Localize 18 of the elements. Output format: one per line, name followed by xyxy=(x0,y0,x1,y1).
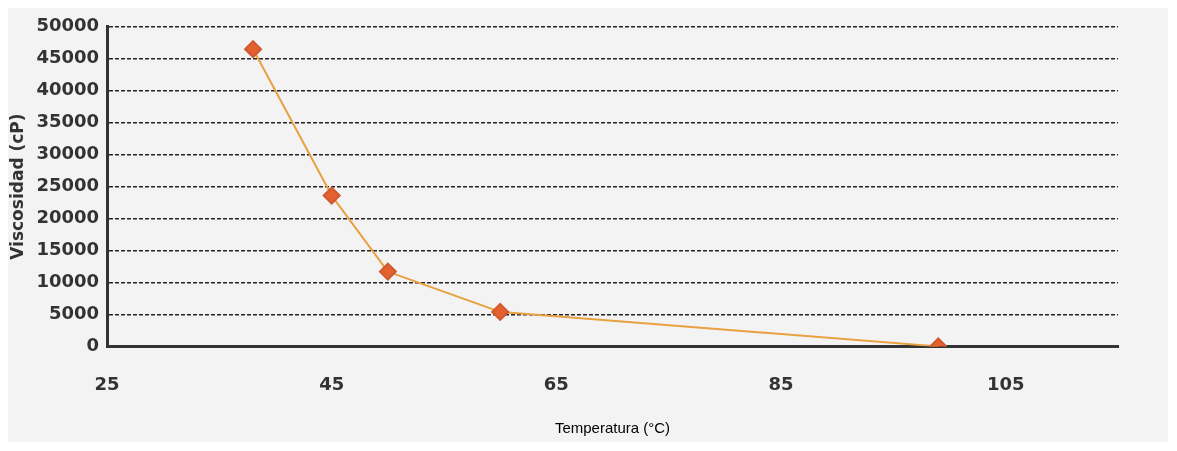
y-tick-label: 0 xyxy=(86,334,100,356)
x-tick-label: 45 xyxy=(319,372,345,394)
y-tick-label: 40000 xyxy=(36,78,100,100)
y-tick-label: 5000 xyxy=(48,302,100,324)
x-tick-label: 105 xyxy=(986,372,1025,394)
y-tick-label: 25000 xyxy=(36,174,100,196)
x-tick-label: 85 xyxy=(768,372,794,394)
x-tick-label: 65 xyxy=(543,372,569,394)
x-tick-label: 25 xyxy=(94,372,120,394)
y-axis-title: Viscosidad (cP) xyxy=(6,113,27,260)
y-tick-label: 15000 xyxy=(36,238,100,260)
y-tick-label: 30000 xyxy=(36,142,100,164)
x-axis-title: Temperatura (°C) xyxy=(554,419,671,437)
y-tick-label: 20000 xyxy=(36,206,100,228)
y-tick-label: 10000 xyxy=(36,270,100,292)
y-tick-label: 45000 xyxy=(36,46,100,68)
y-tick-label: 35000 xyxy=(36,110,100,132)
y-tick-label: 50000 xyxy=(36,14,100,36)
